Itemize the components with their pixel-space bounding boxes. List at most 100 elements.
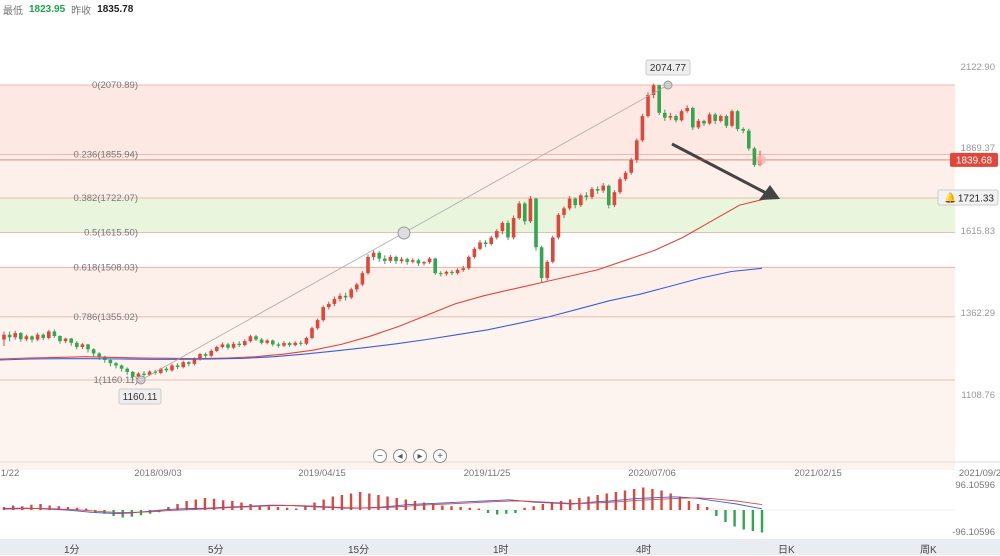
candle-body — [97, 353, 101, 357]
candle-body — [220, 344, 225, 347]
zoom-out-button[interactable]: − — [373, 449, 387, 463]
candle-body — [276, 344, 281, 346]
interval-5min[interactable]: 5分 — [208, 545, 224, 556]
candle-body — [159, 368, 163, 373]
candle-body — [2, 334, 6, 340]
macd-bar — [377, 495, 380, 510]
interval-4h[interactable]: 4时 — [636, 545, 652, 556]
candle-body — [483, 242, 488, 244]
candle-body — [691, 107, 695, 128]
candle-body — [601, 185, 605, 191]
candle-body — [455, 269, 460, 274]
prev-close-label: 昨收 — [71, 5, 92, 17]
price-axis-label-3: 1362.29 — [961, 308, 995, 319]
macd-bar — [623, 490, 627, 510]
prev-close-value: 1835.78 — [97, 3, 134, 15]
macd-bar — [395, 498, 398, 510]
macd-bar — [715, 510, 718, 516]
candle-body — [685, 107, 689, 112]
macd-bar — [660, 490, 663, 510]
candle-body — [192, 358, 197, 364]
candle-body — [388, 256, 393, 261]
candle-body — [747, 130, 751, 149]
macd-bar — [751, 510, 755, 531]
candle-body — [467, 256, 471, 269]
candle-body — [607, 185, 611, 206]
date-axis-label-1: 2018/09/03 — [134, 468, 182, 479]
macd-bar — [514, 510, 517, 513]
candle-body — [702, 120, 706, 124]
candle-body — [293, 342, 297, 346]
fib-label-0: 0(2070.89) — [92, 80, 138, 91]
interval-daily[interactable]: 日K — [778, 545, 795, 556]
macd-bar — [11, 505, 15, 510]
scroll-right-button[interactable]: ▸ — [413, 449, 427, 463]
candle-body — [248, 336, 253, 342]
fib-label-1: 0.236(1855.94) — [74, 150, 138, 161]
macd-bar — [669, 493, 672, 510]
candle-body — [86, 344, 90, 350]
candle-body — [343, 295, 348, 298]
macd-bar — [569, 499, 572, 510]
high-label-box — [645, 59, 691, 76]
macd-bar — [450, 506, 453, 510]
candle-body — [635, 140, 639, 160]
candle-body — [198, 354, 202, 359]
candle-body — [80, 344, 85, 347]
candle-body — [91, 349, 96, 354]
candle-body — [646, 95, 650, 117]
date-axis-label-5: 2021/02/15 — [794, 468, 842, 479]
candle-body — [47, 331, 51, 338]
candle-body — [383, 258, 387, 261]
interval-1min[interactable]: 1分 — [64, 545, 80, 556]
macd-bar — [221, 500, 225, 510]
candle-body — [75, 342, 79, 347]
macd-bar — [331, 496, 334, 510]
macd-bar — [340, 495, 344, 510]
candle-body — [119, 365, 124, 369]
candle-body — [556, 214, 561, 238]
candle-body — [349, 289, 353, 298]
candle-body — [187, 362, 191, 364]
target-price-value: 1721.33 — [958, 194, 995, 205]
candle-body — [399, 259, 404, 262]
candle-body — [584, 195, 589, 198]
macd-bar — [578, 498, 581, 510]
fib-label-5: 0.786(1355.02) — [74, 312, 138, 323]
macd-bar — [176, 504, 179, 510]
candle-body — [125, 368, 129, 372]
macd-bar — [678, 496, 682, 510]
candle-body — [427, 258, 432, 263]
macd-bar — [349, 493, 353, 510]
macd-bar — [285, 507, 289, 510]
interval-bar: 1分 5分 15分 1时 4时 日K 周K — [0, 539, 1000, 556]
candle-body — [506, 222, 510, 238]
zoom-in-button[interactable]: + — [433, 449, 447, 463]
macd-bar — [505, 510, 508, 514]
candle-body — [489, 237, 493, 244]
fib-zone-4 — [0, 267, 955, 317]
candle-body — [741, 129, 745, 131]
macd-bar — [432, 504, 435, 510]
interval-15min[interactable]: 15分 — [348, 545, 370, 556]
candle-body — [416, 260, 421, 264]
scroll-left-button[interactable]: ◂ — [393, 449, 407, 463]
interval-weekly[interactable]: 周K — [920, 545, 937, 556]
candle-body — [567, 198, 572, 209]
candle-body — [114, 363, 118, 366]
macd-bar — [358, 492, 362, 510]
macd-bar — [203, 498, 207, 510]
candle-body — [612, 192, 617, 206]
interval-1h[interactable]: 1时 — [493, 545, 509, 556]
candle-body — [231, 343, 236, 348]
candle-body — [551, 237, 555, 262]
current-price-tag — [950, 152, 998, 167]
candle-body — [713, 114, 717, 121]
macd-bar — [167, 507, 170, 510]
macd-bar — [39, 504, 42, 510]
macd-bar — [422, 502, 426, 510]
candle-body — [663, 112, 667, 118]
candle-body — [377, 252, 381, 259]
candle-body — [444, 271, 449, 274]
